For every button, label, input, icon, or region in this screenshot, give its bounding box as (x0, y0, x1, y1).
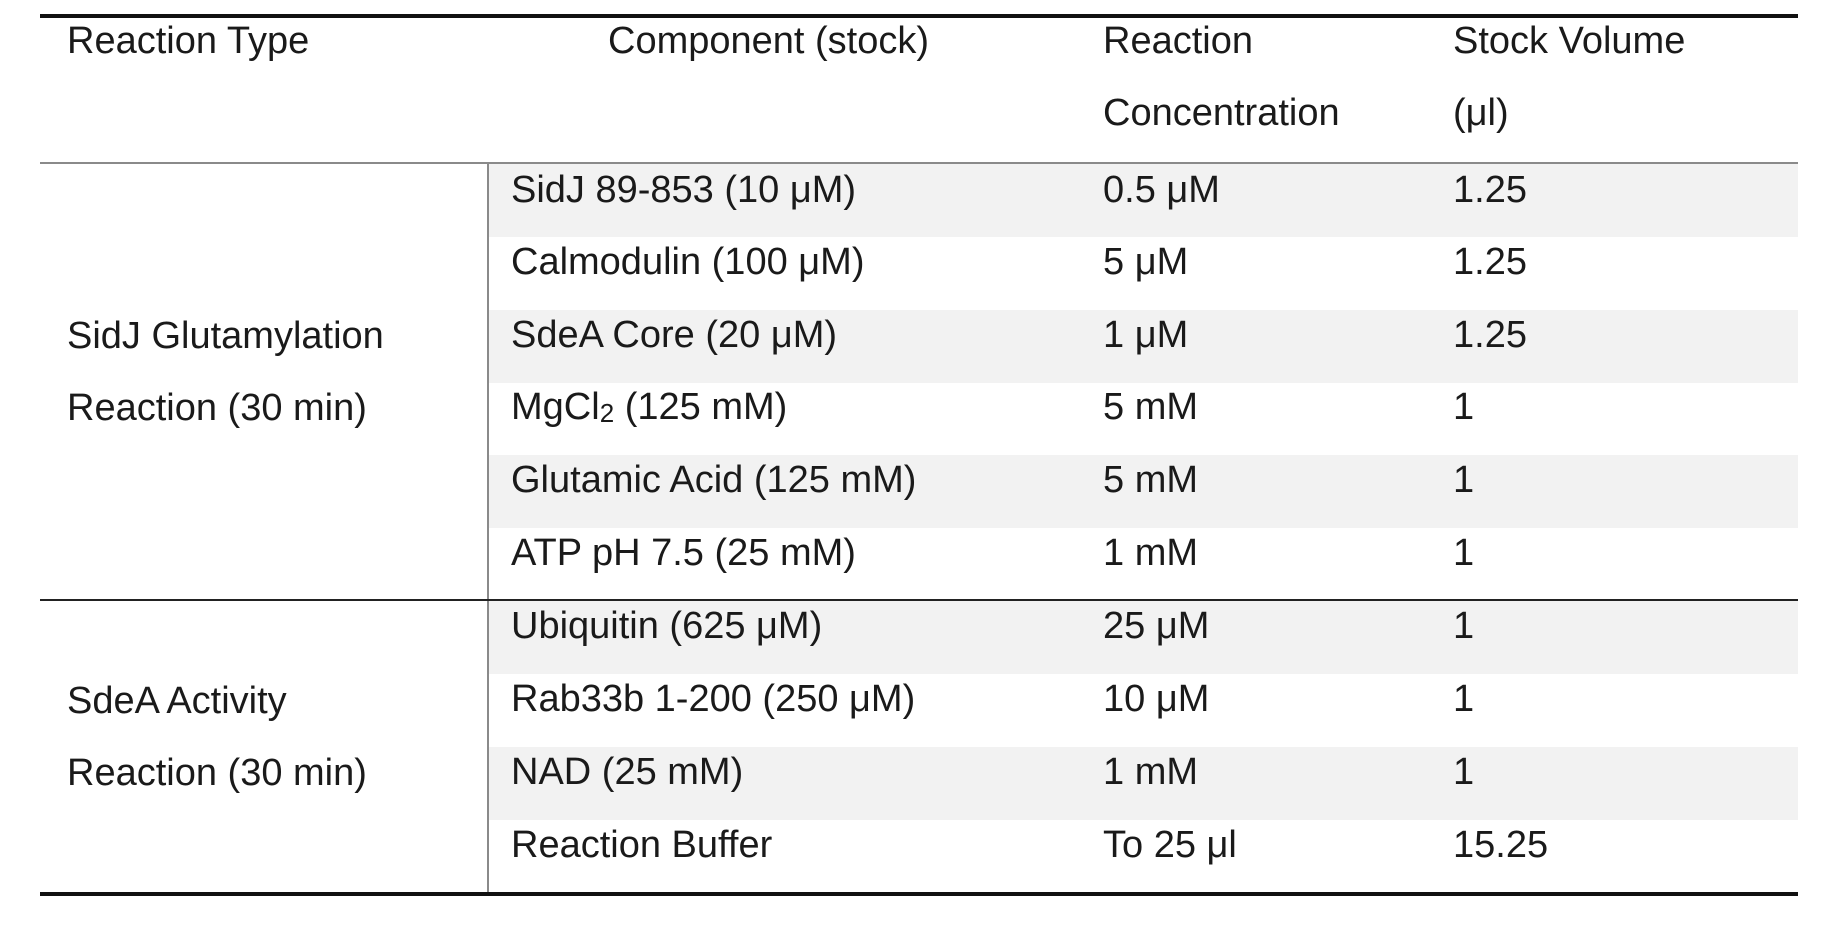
header-concentration-line1: Reaction (1103, 20, 1253, 62)
concentration-cell: 5 mM (1103, 386, 1198, 428)
volume-cell: 1 (1453, 532, 1475, 574)
concentration-cell: 0.5 μM (1103, 169, 1220, 211)
volume-cell: 1 (1453, 751, 1475, 793)
concentration-cell: 5 μM (1103, 241, 1189, 283)
group-label-line1: SidJ Glutamylation (67, 315, 384, 357)
table-bottom-rule (40, 892, 1798, 896)
group-label-line2: Reaction (30 min) (67, 387, 367, 429)
row-stripe (489, 455, 1798, 528)
volume-cell: 1.25 (1453, 169, 1527, 211)
volume-cell: 1 (1453, 605, 1475, 647)
row-stripe (489, 310, 1798, 383)
row-stripe (489, 164, 1798, 237)
header-volume-line1: Stock Volume (1453, 20, 1686, 62)
component-cell: MgCl2 (125 mM) (511, 385, 787, 429)
volume-cell: 1.25 (1453, 241, 1527, 283)
concentration-cell: 1 mM (1103, 532, 1198, 574)
row-stripe (489, 601, 1798, 674)
component-cell: Glutamic Acid (125 mM) (511, 459, 917, 501)
concentration-cell: To 25 μl (1103, 824, 1237, 866)
concentration-cell: 1 mM (1103, 751, 1198, 793)
column-divider (487, 164, 489, 894)
group-label-line2: Reaction (30 min) (67, 752, 367, 794)
component-subscript: 2 (599, 398, 615, 428)
row-stripe (489, 747, 1798, 820)
concentration-cell: 10 μM (1103, 678, 1210, 720)
header-component: Component (stock) (608, 20, 930, 62)
header-volume-line2: (μl) (1453, 92, 1509, 134)
group-label-line1: SdeA Activity (67, 680, 287, 722)
group-separator-rule (40, 599, 1798, 601)
concentration-cell: 1 μM (1103, 314, 1189, 356)
volume-cell: 1 (1453, 678, 1475, 720)
component-cell: ATP pH 7.5 (25 mM) (511, 532, 856, 574)
volume-cell: 1 (1453, 459, 1475, 501)
table-top-rule (40, 14, 1798, 18)
component-cell: SdeA Core (20 μM) (511, 314, 838, 356)
component-cell: NAD (25 mM) (511, 751, 744, 793)
component-cell: Calmodulin (100 μM) (511, 241, 865, 283)
concentration-cell: 25 μM (1103, 605, 1210, 647)
volume-cell: 1 (1453, 386, 1475, 428)
header-reaction-type: Reaction Type (67, 20, 310, 62)
component-cell: Rab33b 1-200 (250 μM) (511, 678, 916, 720)
header-rule (40, 162, 1798, 164)
component-cell: Reaction Buffer (511, 824, 773, 866)
component-suffix: (125 mM) (614, 386, 788, 428)
component-cell: Ubiquitin (625 μM) (511, 605, 823, 647)
volume-cell: 1.25 (1453, 314, 1527, 356)
header-concentration-line2: Concentration (1103, 92, 1340, 134)
concentration-cell: 5 mM (1103, 459, 1198, 501)
component-cell: SidJ 89-853 (10 μM) (511, 169, 857, 211)
component-prefix: MgCl (511, 386, 600, 428)
volume-cell: 15.25 (1453, 824, 1549, 866)
